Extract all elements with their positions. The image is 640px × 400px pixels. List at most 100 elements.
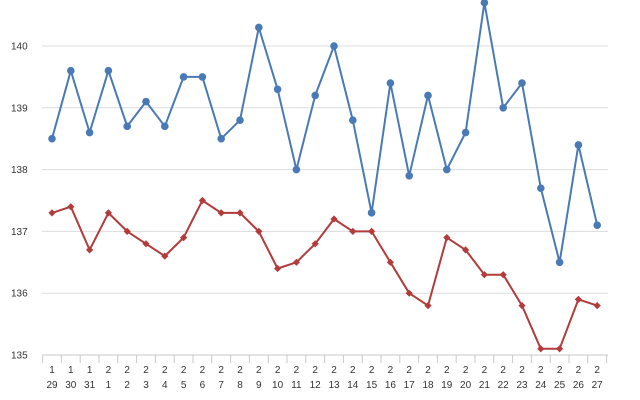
series-2-point — [386, 258, 394, 266]
x-tick-label-month: 2 — [425, 365, 431, 376]
x-tick-label-month: 2 — [237, 365, 243, 376]
series-2-point — [48, 209, 56, 217]
series-1-point — [104, 66, 113, 75]
series-1-point — [424, 91, 432, 100]
x-tick-label-month: 2 — [350, 365, 356, 376]
series-2-point — [86, 246, 94, 254]
series-2-point — [236, 209, 244, 217]
series-2-point — [330, 215, 338, 223]
x-tick-label-month: 2 — [312, 365, 318, 376]
x-tick-label-day: 23 — [516, 380, 528, 391]
series-2-point — [142, 240, 150, 248]
x-tick-label-month: 2 — [256, 365, 262, 376]
y-tick-label: 136 — [11, 289, 28, 300]
x-tick-label-month: 2 — [200, 365, 206, 376]
series-2-point — [67, 203, 75, 211]
series-layer — [48, 0, 601, 353]
x-tick-label-day: 7 — [218, 380, 224, 391]
x-tick-label-month: 2 — [369, 365, 375, 376]
series-1-point — [349, 116, 357, 124]
series-1-point — [367, 209, 376, 217]
series-2-point — [424, 302, 432, 310]
x-tick-label-month: 2 — [218, 365, 224, 376]
series-1-point — [142, 97, 150, 106]
x-tick-label-month: 2 — [406, 365, 412, 376]
x-tick-label-day: 4 — [162, 380, 168, 391]
series-1-point — [537, 184, 545, 192]
x-tick-label-month: 2 — [124, 365, 130, 376]
series-2-point — [593, 302, 601, 310]
x-tick-label-day: 11 — [291, 380, 302, 391]
x-tick-label-day: 13 — [328, 380, 340, 391]
series-1-point — [480, 0, 489, 7]
x-tick-label-day: 2 — [124, 380, 130, 391]
x-tick-label-month: 2 — [181, 365, 187, 376]
series-2-point — [443, 234, 451, 242]
x-axis: 1291301312122232425262728292102112122132… — [42, 355, 608, 391]
series-1-point — [85, 128, 94, 137]
series-1-point — [311, 91, 320, 100]
x-tick-label-month: 2 — [519, 365, 525, 376]
x-tick-label-day: 5 — [181, 380, 187, 391]
x-tick-label-month: 2 — [557, 365, 563, 376]
x-tick-label-month: 2 — [538, 365, 544, 376]
x-tick-label-month: 2 — [482, 365, 488, 376]
series-1-point — [273, 85, 282, 94]
x-tick-label-month: 1 — [68, 365, 74, 376]
x-tick-label-day: 18 — [422, 380, 434, 391]
series-2-point — [556, 345, 564, 353]
series-2-line — [51, 199, 598, 350]
series-1-point — [593, 221, 601, 230]
x-tick-label-month: 2 — [576, 365, 582, 376]
x-tick-label-month: 1 — [87, 365, 93, 376]
x-tick-label-month: 2 — [143, 365, 149, 376]
x-tick-label-day: 19 — [441, 380, 453, 391]
x-tick-label-day: 8 — [237, 380, 243, 391]
series-1-point — [292, 165, 301, 174]
series-1-point — [254, 23, 263, 32]
y-axis-tick-labels: 135 136 137 138 139 140 — [11, 42, 28, 362]
x-tick-label-month: 2 — [294, 365, 300, 376]
x-tick-label-month: 2 — [388, 365, 394, 376]
series-1-point — [48, 134, 56, 143]
x-tick-label-day: 31 — [84, 380, 96, 391]
x-tick-label-day: 1 — [106, 380, 112, 391]
series-1-point — [574, 141, 583, 149]
x-tick-label-day: 20 — [460, 380, 472, 391]
series-1-point — [555, 258, 564, 267]
x-tick-label-day: 14 — [347, 380, 359, 391]
series-2-point — [499, 271, 507, 279]
series-2-point — [462, 246, 470, 254]
x-tick-label-day: 10 — [272, 380, 284, 391]
series-2-point — [180, 234, 188, 242]
x-tick-label-month: 2 — [594, 365, 600, 376]
series-1-point — [443, 165, 451, 174]
series-2-point — [161, 252, 169, 260]
series-1-point — [405, 171, 414, 180]
series-1-point — [236, 116, 244, 124]
x-tick-label-month: 2 — [275, 365, 281, 376]
series-1-point — [67, 66, 75, 75]
series-2-point — [274, 264, 282, 273]
x-tick-label-day: 12 — [310, 380, 322, 391]
x-tick-label-day: 9 — [256, 380, 262, 391]
series-2-point — [311, 240, 319, 248]
series-2-point — [255, 227, 263, 235]
x-tick-label-month: 2 — [331, 365, 337, 376]
x-tick-label-day: 21 — [479, 380, 491, 391]
series-2-point — [349, 227, 357, 235]
series-1-point — [386, 79, 395, 87]
series-1-point — [330, 42, 338, 50]
series-2-point — [104, 209, 112, 217]
x-tick-label-month: 1 — [49, 365, 55, 376]
x-tick-label-day: 17 — [404, 380, 416, 391]
series-1-line — [51, 1, 599, 264]
series-2-point — [537, 345, 545, 353]
x-tick-label-day: 27 — [592, 380, 604, 391]
series-2-point — [480, 271, 488, 279]
x-tick-label-month: 2 — [463, 365, 469, 376]
series-2-point — [405, 289, 413, 297]
y-tick-label: 139 — [11, 103, 28, 114]
series-1-point — [217, 134, 225, 143]
